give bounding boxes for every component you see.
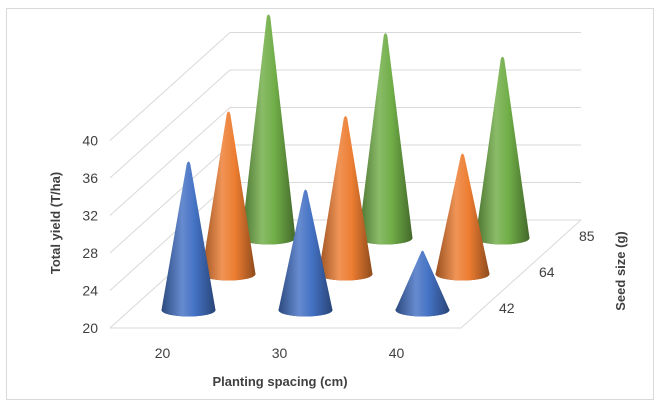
x-tick-40: 40: [389, 345, 405, 361]
y-tick-24: 24: [82, 283, 98, 299]
x-tick-labels: 20 30 40: [155, 345, 405, 361]
y-tick-36: 36: [82, 170, 98, 186]
cone-64-x20: [201, 111, 256, 281]
x-tick-30: 30: [272, 345, 288, 361]
x-tick-20: 20: [155, 345, 171, 361]
x-axis-title: Planting spacing (cm): [212, 374, 347, 389]
z-tick-64: 64: [539, 264, 555, 280]
y-tick-40: 40: [82, 133, 98, 149]
y-tick-labels: 20 24 28 32 36 40: [82, 133, 98, 337]
cone-64-x40: [435, 153, 490, 281]
z-axis-title: Seed size (g): [613, 231, 628, 310]
y-tick-32: 32: [82, 208, 98, 224]
cone-85-x40: [475, 56, 530, 245]
cone-85-x30: [358, 33, 413, 245]
cone-42-x20: [161, 161, 216, 317]
y-tick-20: 20: [82, 320, 98, 336]
cone-42-x30: [278, 189, 333, 317]
y-axis-title: Total yield (T/ha): [48, 172, 63, 274]
cone-chart: 20 24 28 32 36 40 20 30 40 42 64 85 Total yield (…: [48, 14, 628, 389]
y-tick-28: 28: [82, 245, 98, 261]
z-tick-42: 42: [499, 300, 515, 316]
cone-85-x20: [241, 14, 296, 245]
cone-42-x40: [395, 250, 450, 317]
z-tick-labels: 42 64 85: [499, 228, 595, 316]
cones: [161, 14, 530, 317]
z-tick-85: 85: [579, 228, 595, 244]
cone-64-x30: [318, 116, 373, 281]
chart-area: 20 24 28 32 36 40 20 30 40 42 64 85 Total yield (…: [6, 8, 654, 400]
